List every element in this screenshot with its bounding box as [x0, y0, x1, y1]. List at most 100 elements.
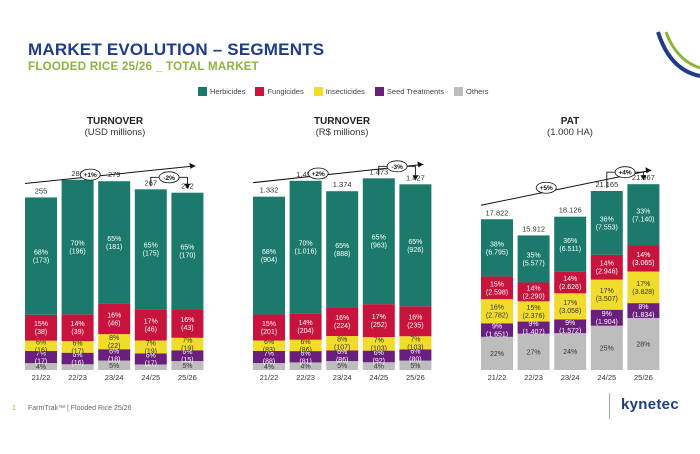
- segment-label-line: (1.651): [486, 332, 508, 339]
- segment-label-line: (16): [35, 347, 47, 354]
- cagr-arrow-head: [645, 167, 652, 174]
- x-tick-label: 23/24: [333, 373, 352, 382]
- corner-mark: [640, 30, 700, 87]
- bar-segment-insecticides: [61, 341, 94, 353]
- segment-label: 6% (16): [35, 339, 47, 354]
- segment-label-line: 70%: [71, 241, 85, 248]
- segment-label: 14% (2.626): [559, 276, 581, 291]
- segment-label: 9% (1.407): [523, 321, 545, 336]
- bar-segment-herbicides: [25, 197, 57, 315]
- segment-label-line: 9%: [492, 324, 502, 331]
- cagr-arrow-head: [189, 162, 196, 169]
- chart-3: 22%9% (1.651)16% (2.782)15% (2.598)38% (6.79…: [480, 166, 660, 382]
- segment-label: 36% (7.553): [596, 216, 618, 231]
- bar-segment-herbicides: [627, 184, 660, 246]
- segment-label-line: 65%: [107, 236, 121, 243]
- segment-label: 6% (16): [71, 352, 83, 367]
- segment-label: 8% (22): [108, 335, 120, 350]
- legend-label: Others: [466, 87, 489, 96]
- segment-label-line: (2.376): [523, 313, 545, 320]
- chart-title: TURNOVER: [313, 116, 371, 127]
- bar-segment-herbicides: [61, 179, 94, 315]
- legend-item-fungicides: Fungicides: [255, 87, 304, 96]
- x-tick-label: 22/23: [68, 373, 87, 382]
- bar-segment-seed-treatments: [98, 349, 131, 361]
- bar-segment-insecticides: [554, 293, 587, 320]
- yoy-label: -3%: [391, 164, 403, 171]
- footer-source: FarmTrak™ | Flooded Rice 25/26: [28, 405, 132, 412]
- segment-label-line: 70%: [299, 241, 313, 248]
- x-tick-label: 22/23: [296, 373, 315, 382]
- segment-label-line: 33%: [636, 208, 650, 215]
- segment-label-line: 7%: [410, 336, 420, 343]
- chart-subtitle: (1.000 HA): [547, 127, 593, 138]
- legend-item-herbicides: Herbicides: [198, 87, 245, 96]
- yoy-arrow-head: [640, 175, 647, 181]
- bar-segment-seed-treatments: [481, 323, 513, 337]
- segment-label-line: (204): [297, 328, 313, 335]
- segment-label-line: 6%: [337, 349, 347, 356]
- segment-label: 8% (107): [334, 337, 350, 352]
- segment-label: 7% (103): [371, 337, 387, 352]
- legend-label: Seed Treatments: [386, 87, 445, 96]
- segment-label: 17% (3.507): [596, 288, 618, 303]
- segment-label-line: 14%: [636, 252, 650, 259]
- segment-label-line: 17%: [636, 281, 650, 288]
- bar-total-label: 18.126: [559, 206, 582, 215]
- segment-label-line: (888): [334, 251, 350, 258]
- segment-label: 33% (7.140): [632, 208, 654, 223]
- segment-label-line: (235): [407, 323, 423, 330]
- segment-label: 6% (17): [71, 340, 83, 355]
- segment-label-line: (46): [108, 321, 120, 328]
- segment-label: 15% (2.376): [523, 305, 545, 320]
- bar-segment-herbicides: [554, 216, 587, 272]
- segment-label: 16% (43): [180, 317, 194, 332]
- segment-label-line: 6%: [301, 350, 311, 357]
- chart-subtitle: (R$ millions): [315, 127, 369, 138]
- segment-label: 4%: [36, 364, 46, 371]
- segment-label-line: (19): [181, 346, 193, 353]
- bar-segment-seed-treatments: [25, 351, 57, 364]
- bar-segment-seed-treatments: [289, 351, 322, 363]
- segment-label-line: (43): [181, 325, 193, 332]
- yoy-badge: [158, 171, 180, 184]
- bar-segment-herbicides: [289, 180, 322, 314]
- bar-segment-insecticides: [253, 340, 285, 351]
- segment-label-line: (16): [71, 360, 83, 367]
- segment-label: 6% (18): [108, 348, 120, 363]
- segment-label: 6% (81): [299, 350, 311, 365]
- cagr-badge: [535, 181, 557, 194]
- legend-item-seed-treatments: Seed Treatments: [374, 87, 445, 96]
- bar-segment-insecticides: [362, 337, 395, 351]
- bar-segment-others: [61, 364, 94, 370]
- bar-segment-seed-treatments: [61, 352, 94, 365]
- bar-segment-others: [627, 317, 660, 370]
- segment-label-line: 6%: [36, 339, 46, 346]
- segment-label-line: 6%: [410, 348, 420, 355]
- segment-label-line: (17): [71, 348, 83, 355]
- segment-label: 65% (175): [143, 243, 159, 258]
- segment-label: 15% (201): [261, 321, 277, 336]
- segment-label-line: (88): [263, 359, 275, 366]
- segment-label-line: 6%: [264, 339, 274, 346]
- segment-label: 7% (17): [35, 351, 47, 366]
- segment-label-line: 8%: [337, 337, 347, 344]
- segment-label-line: (92): [373, 358, 385, 365]
- bar-total-label: 1.374: [333, 180, 352, 189]
- segment-label-line: (173): [33, 258, 49, 265]
- bar-segment-seed-treatments: [326, 350, 359, 362]
- segment-label-line: 6%: [301, 339, 311, 346]
- segment-label-line: (86): [336, 357, 348, 364]
- segment-label-line: 5%: [337, 363, 347, 370]
- x-tick-label: 23/24: [561, 373, 580, 382]
- bar-segment-others: [253, 363, 285, 370]
- segment-label-line: 36%: [600, 216, 614, 223]
- x-tick-label: 25/26: [634, 373, 653, 382]
- bar-segment-insecticides: [590, 279, 623, 310]
- segment-label-line: 15%: [262, 321, 276, 328]
- kynetec-logo: kynetec: [621, 396, 679, 413]
- segment-label-line: (6.511): [559, 246, 581, 253]
- segment-label-line: (252): [371, 322, 387, 329]
- bar-segment-insecticides: [326, 336, 359, 351]
